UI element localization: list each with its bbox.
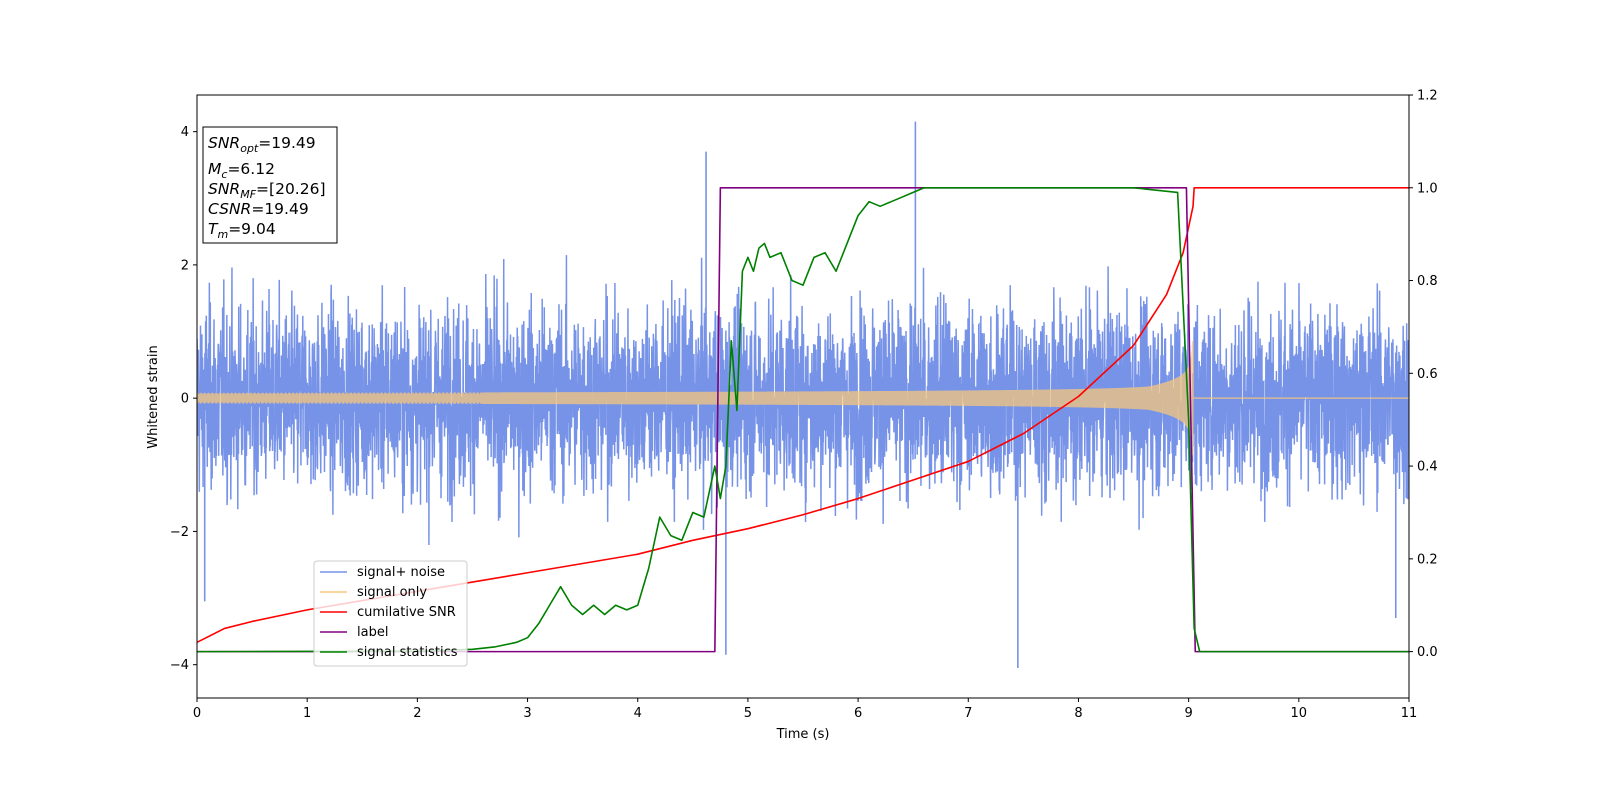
y2-tick-label: 1.0	[1417, 181, 1438, 196]
y-tick-label: −4	[170, 658, 189, 673]
x-tick-label: 11	[1401, 706, 1418, 721]
stats-box: SNRopt=19.49 Mc=6.12 SNRMF=[20.26] CSNR=…	[202, 126, 338, 244]
x-tick-label: 8	[1074, 706, 1082, 721]
y2-tick-label: 0.4	[1417, 460, 1438, 475]
series-signal-only-line	[197, 341, 1409, 456]
x-tick-label: 2	[413, 706, 421, 721]
x-tick-label: 3	[523, 706, 531, 721]
x-tick-label: 4	[634, 706, 642, 721]
x-tick-label: 6	[854, 706, 862, 721]
y-axis-label: Whitened strain	[146, 345, 161, 448]
y2-tick-label: 0.0	[1417, 645, 1438, 660]
y-tick-label: 2	[181, 258, 189, 273]
y-tick-label: 0	[181, 392, 189, 407]
stats-line-mc: Mc=6.12	[208, 160, 275, 181]
stats-line-snr-mf: SNRMF=[20.26]	[208, 180, 326, 201]
y2-tick-label: 0.6	[1417, 367, 1438, 382]
series-signal-statistics-line	[197, 186, 1409, 653]
legend-label-signal-only: signal only	[357, 585, 427, 600]
x-tick-label: 0	[193, 706, 201, 721]
x-axis-label: Time (s)	[776, 727, 830, 742]
stats-line-snr-opt: SNRopt=19.49	[208, 134, 316, 155]
legend-label-signal-noise: signal+ noise	[357, 565, 445, 580]
stats-box-frame	[202, 126, 338, 244]
legend-label-cumulative-snr: cumilative SNR	[357, 605, 456, 620]
x-tick-label: 10	[1291, 706, 1308, 721]
legend-label-signal-statistics: signal statistics	[357, 645, 458, 660]
x-tick-label: 7	[964, 706, 972, 721]
legend: signal+ noise signal only cumilative SNR…	[313, 560, 468, 667]
legend-label-label: label	[357, 625, 388, 640]
x-tick-label: 1	[303, 706, 311, 721]
y2-tick-label: 1.2	[1417, 89, 1438, 104]
ticks-layer: 0 1 2 3 4 5 6 7 8 9 10 11 −4 −2 0 2 4 0.0 0.2 0.4 0.6 0.8 1.0 1…	[170, 89, 1438, 722]
y-tick-label: 4	[181, 125, 189, 140]
plot-frame	[196, 94, 1410, 699]
stats-line-csnr: CSNR=19.49	[208, 200, 309, 218]
legend-frame	[313, 560, 468, 667]
y2-tick-label: 0.2	[1417, 552, 1438, 567]
stats-line-tm: Tm=9.04	[208, 220, 276, 241]
y2-tick-label: 0.8	[1417, 274, 1438, 289]
x-tick-label: 5	[744, 706, 752, 721]
x-tick-label: 9	[1184, 706, 1192, 721]
y-tick-label: −2	[170, 525, 189, 540]
